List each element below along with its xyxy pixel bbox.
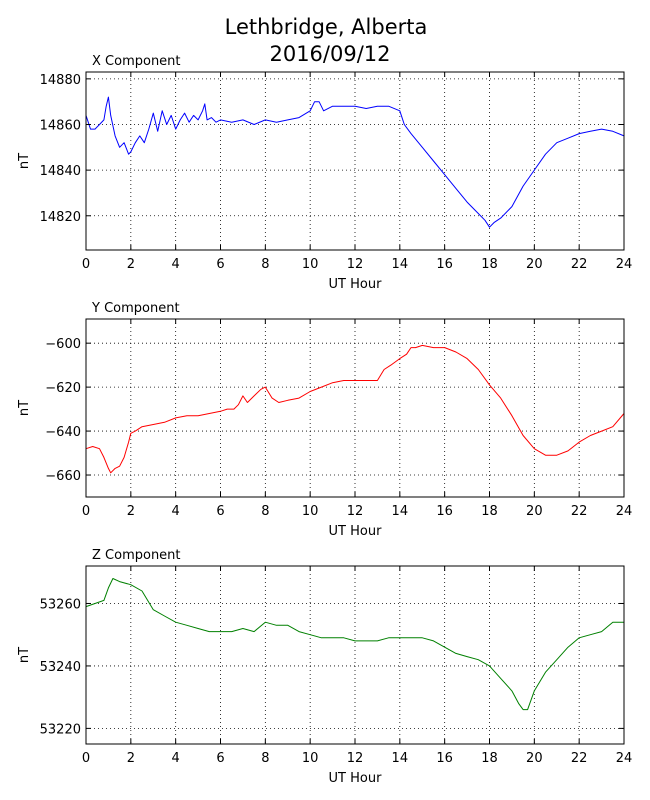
y-axis-label: nT (17, 400, 32, 416)
x-tick-label: 2 (127, 257, 135, 272)
y-axis-label: nT (17, 647, 32, 663)
y-tick-label: 14840 (40, 164, 81, 179)
x-tick-label: 20 (526, 751, 543, 766)
x-tick-label: 24 (616, 257, 633, 272)
y-tick-label: −640 (45, 425, 81, 440)
y-tick-label: 14860 (40, 118, 81, 133)
series-line (85, 578, 624, 711)
figure-title-line2: 2016/09/12 (269, 42, 390, 66)
x-tick-label: 14 (392, 504, 409, 519)
x-tick-label: 10 (302, 504, 319, 519)
x-tick-label: 18 (481, 504, 498, 519)
x-tick-label: 22 (571, 751, 588, 766)
y-tick-label: 53240 (40, 660, 81, 675)
y-tick-label: −600 (45, 337, 81, 352)
panel-title: Y Component (91, 301, 180, 316)
x-tick-label: 12 (347, 504, 364, 519)
x-axis-label: UT Hour (329, 524, 383, 539)
x-tick-label: 18 (481, 257, 498, 272)
series-line (85, 344, 625, 474)
x-tick-label: 4 (172, 257, 180, 272)
x-tick-label: 4 (172, 751, 180, 766)
panel-title: X Component (92, 54, 181, 69)
x-tick-label: 16 (436, 504, 453, 519)
x-tick-label: 12 (347, 257, 364, 272)
y-tick-label: −620 (45, 381, 81, 396)
y-tick-label: 53220 (40, 722, 81, 737)
x-tick-label: 4 (172, 504, 180, 519)
x-tick-label: 0 (82, 751, 90, 766)
y-tick-label: 14880 (40, 73, 81, 88)
x-tick-label: 24 (616, 751, 633, 766)
y-tick-label: −660 (45, 469, 81, 484)
figure-title-line1: Lethbridge, Alberta (225, 15, 428, 39)
x-tick-label: 8 (261, 504, 269, 519)
x-tick-label: 6 (216, 504, 224, 519)
x-tick-label: 10 (302, 751, 319, 766)
x-tick-label: 24 (616, 504, 633, 519)
x-tick-label: 20 (526, 504, 543, 519)
x-axis-label: UT Hour (329, 771, 383, 786)
y-tick-label: 14820 (40, 210, 81, 225)
x-tick-label: 16 (436, 257, 453, 272)
x-tick-label: 20 (526, 257, 543, 272)
x-tick-label: 12 (347, 751, 364, 766)
series-line (85, 96, 625, 228)
x-tick-label: 6 (216, 257, 224, 272)
x-tick-label: 22 (571, 257, 588, 272)
x-tick-label: 14 (392, 257, 409, 272)
x-tick-label: 10 (302, 257, 319, 272)
x-tick-label: 8 (261, 257, 269, 272)
x-tick-label: 0 (82, 257, 90, 272)
x-axis-label: UT Hour (329, 277, 383, 292)
x-tick-label: 8 (261, 751, 269, 766)
panel-title: Z Component (92, 548, 181, 563)
y-tick-label: 53260 (40, 597, 81, 612)
chart-panel-1: 0 2 4 6 8 10 12 14 16 18 20 22 241482014840148601488… (17, 54, 632, 292)
x-tick-label: 16 (436, 751, 453, 766)
x-tick-label: 6 (216, 751, 224, 766)
x-tick-label: 2 (127, 504, 135, 519)
x-tick-label: 18 (481, 751, 498, 766)
x-tick-label: 14 (392, 751, 409, 766)
x-tick-label: 22 (571, 504, 588, 519)
y-axis-label: nT (17, 153, 32, 169)
x-tick-label: 0 (82, 504, 90, 519)
x-tick-label: 2 (127, 751, 135, 766)
